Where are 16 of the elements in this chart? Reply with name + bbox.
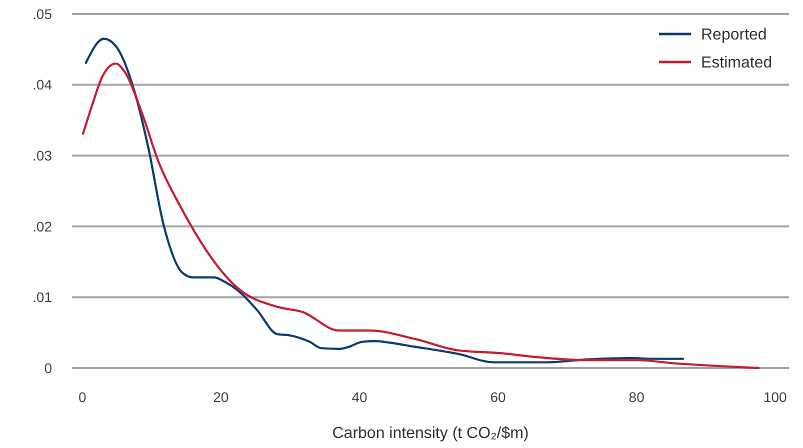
x-tick-label: 80 (628, 389, 645, 405)
x-tick-label: 100 (763, 389, 788, 405)
x-tick-label: 40 (352, 389, 368, 405)
x-tick-label: 20 (213, 389, 229, 405)
y-tick-label: .05 (32, 6, 52, 22)
line-series (84, 38, 684, 364)
y-tick-label: .04 (32, 76, 52, 93)
y-tick-label: .02 (32, 218, 52, 234)
y-tick-label: 0 (44, 360, 52, 376)
x-tick-label: 0 (78, 389, 86, 405)
y-tick-label: .03 (32, 148, 52, 164)
y-tick-label: .01 (32, 289, 52, 306)
legend-label: Reported (701, 26, 767, 44)
x-axis-title: Carbon intensity (t CO₂/$m) (332, 425, 529, 442)
x-tick-label: 60 (490, 389, 506, 405)
legend-label: Estimated (701, 54, 772, 72)
